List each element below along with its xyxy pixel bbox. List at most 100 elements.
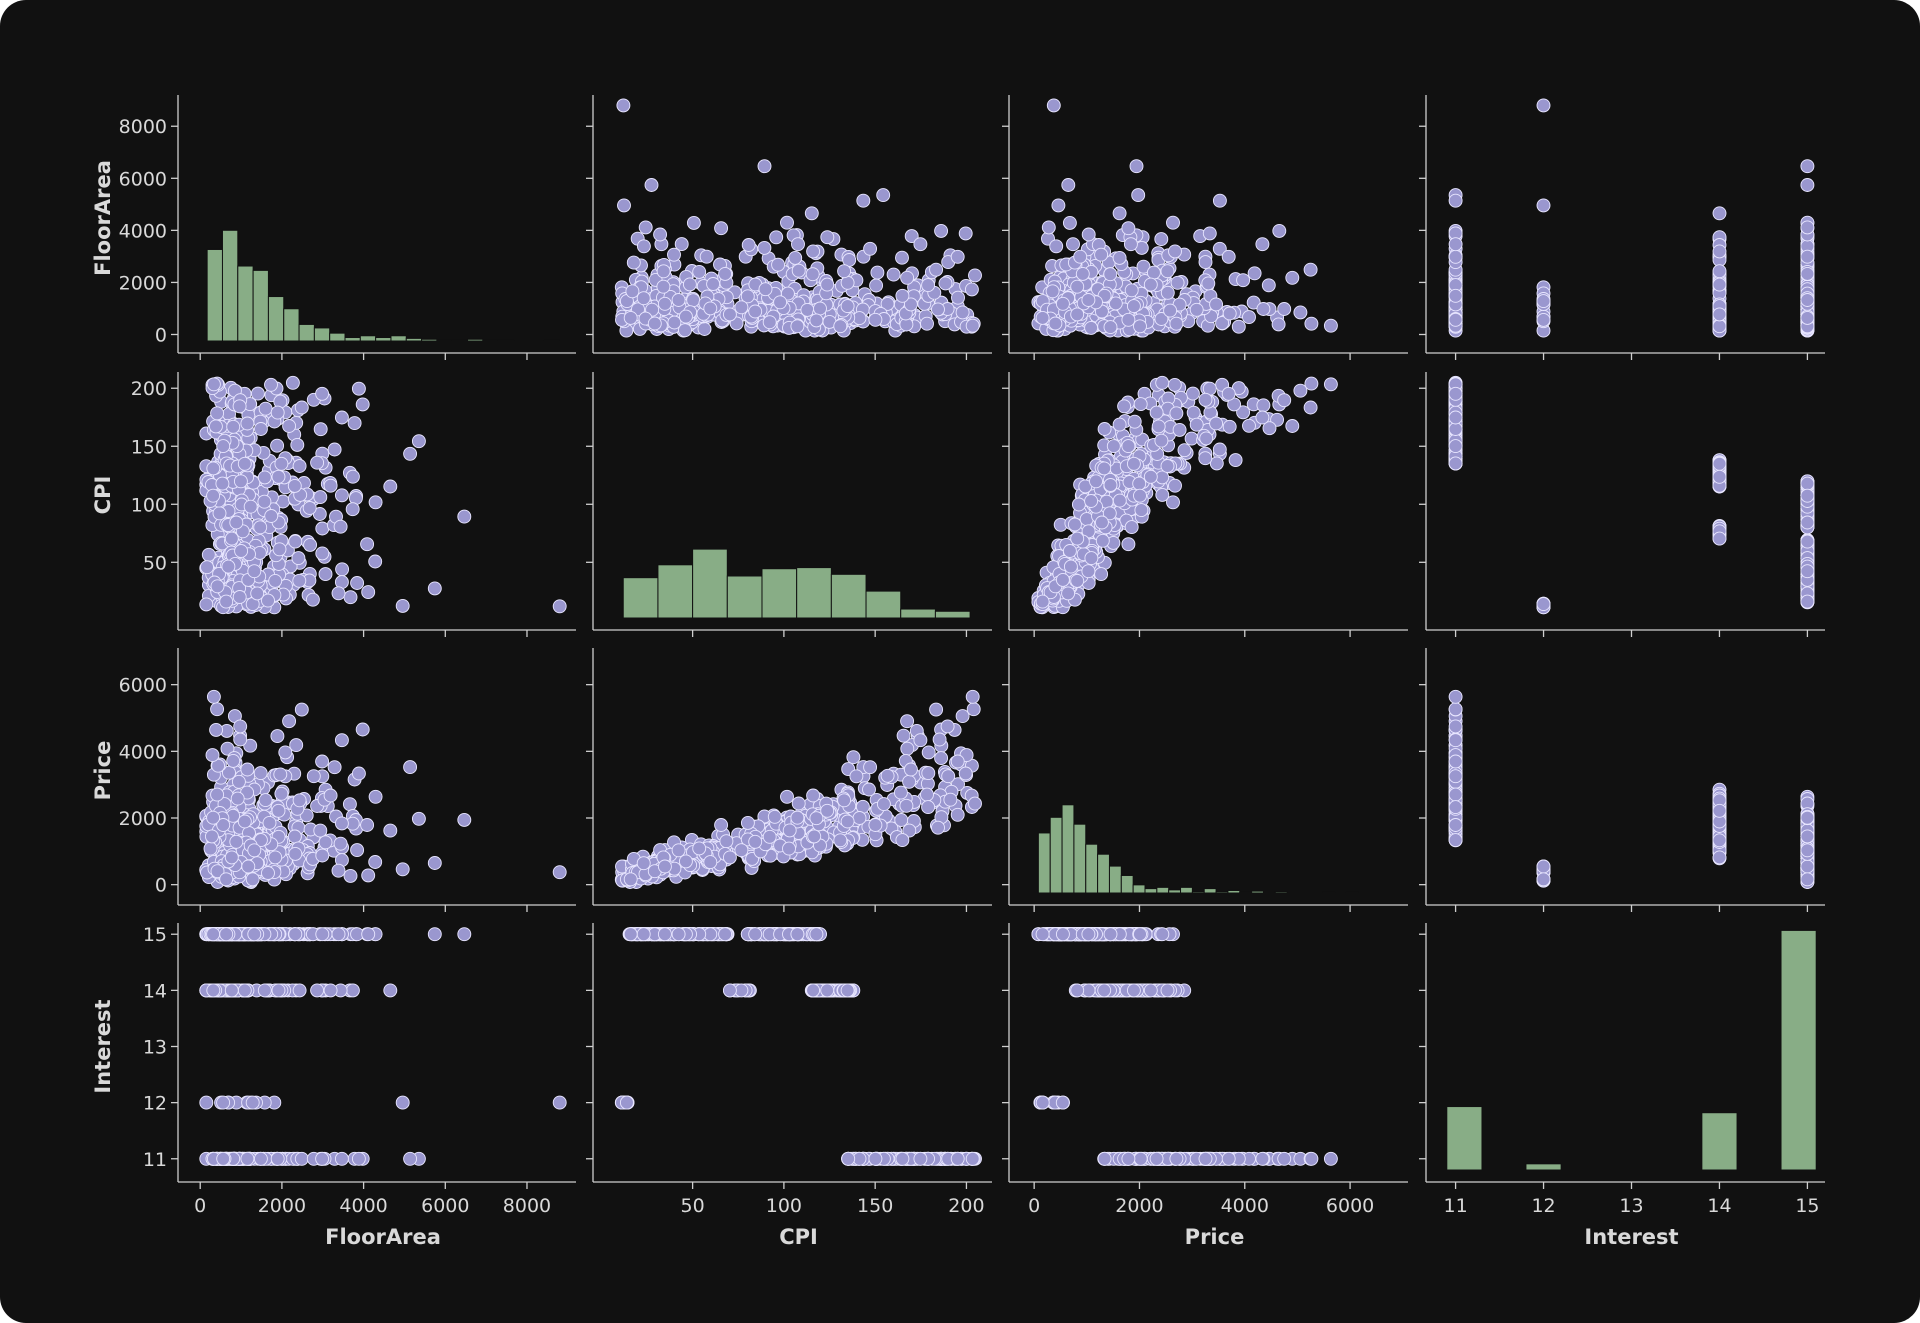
scatter-point [938,276,953,291]
scatter-point [1800,293,1815,307]
scatter-point [360,818,375,832]
scatter-point [1133,488,1147,503]
scatter-point [706,277,721,291]
scatter-point [902,774,917,789]
scatter-point [722,850,737,865]
scatter-point [1231,319,1246,334]
scatter-point [1146,265,1161,280]
scatter-point [703,855,718,870]
scatter-point [1304,316,1319,331]
histogram-bar [421,338,438,342]
scatter-point [333,836,348,851]
scatter-point [1084,551,1099,566]
scatter-point [734,843,749,858]
scatter-point [1062,544,1077,558]
scatter-point [247,843,262,858]
scatter-point [1103,267,1118,282]
scatter-point [233,732,248,747]
scatter-point [638,220,653,235]
scatter-point [274,456,289,471]
scatter-point [896,728,911,743]
scatter-point [748,834,763,849]
scatter-point [805,267,820,282]
scatter-point [1712,264,1727,279]
scatter-point [868,312,883,327]
scatter-point [1049,239,1064,254]
scatter-point [1448,249,1463,264]
scatter-point [1448,410,1463,425]
scatter-point [1168,244,1182,259]
scatter-point [863,760,878,775]
scatter-point [310,455,325,470]
scatter-point [270,438,285,453]
scatter-point [806,244,821,259]
scatter-point [411,434,426,449]
scatter-point [667,315,682,330]
scatter-point [287,829,302,844]
scatter-point [1221,249,1236,264]
scatter-point [1048,316,1063,331]
scatter-point [1202,226,1217,241]
scatter-point [1131,188,1146,203]
scatter-point [1132,476,1147,491]
scatter-point [288,534,303,549]
scatter-point [762,315,777,330]
scatter-point [1084,320,1099,335]
scatter-point [1124,283,1139,298]
scatter-point [1255,410,1270,425]
scatter-point [1186,405,1201,420]
scatter-point [1800,594,1815,609]
scatter-point [833,833,848,848]
histogram-bar [482,339,499,342]
scatter-point [1536,312,1551,327]
scatter-point [303,537,318,552]
scatter-point [1221,386,1236,401]
histogram-bar [622,577,659,619]
histogram-bar [796,567,832,619]
scatter-point [240,762,255,777]
scatter-point [268,573,283,588]
scatter-point [345,469,360,484]
scatter-point [206,377,221,392]
scatter-point [258,401,273,416]
histogram-bar [1073,823,1087,894]
y-tick-label: 200 [131,378,167,400]
scatter-point [674,237,689,252]
scatter-point [1222,306,1237,321]
scatter-point [904,229,919,244]
scatter-point [1046,98,1061,113]
scatter-point [880,768,895,783]
scatter-point [868,818,883,832]
scatter-point [1255,237,1270,252]
scatter-point [306,769,321,784]
scatter-point [1070,307,1085,322]
scatter-point [1323,318,1338,333]
scatter-point [1097,461,1112,476]
scatter-point [208,419,223,434]
scatter-point [1800,476,1815,491]
y-tick-label: 100 [131,494,167,516]
scatter-point [943,792,958,807]
scatter-point [292,459,307,473]
scatter-point [692,264,707,279]
histogram-bar [1215,891,1229,894]
scatter-point [1209,416,1224,431]
scatter-point [250,586,265,601]
scatter-point [427,581,442,596]
scatter-point [315,521,330,536]
scatter-point [790,810,805,825]
scatter-point [1126,299,1141,314]
scatter-point [1800,564,1815,579]
panel-price-vs-interest [1419,648,1825,912]
histogram-bar [1156,886,1170,894]
scatter-point [292,793,307,808]
histogram-bar [313,327,331,342]
histogram-bar [221,229,239,342]
scatter-point [204,829,219,844]
scatter-point [1124,520,1139,535]
scatter-point [212,506,227,521]
scatter-point [699,249,714,264]
scatter-point [1063,559,1078,574]
scatter-point [241,859,256,874]
scatter-point [318,835,333,850]
